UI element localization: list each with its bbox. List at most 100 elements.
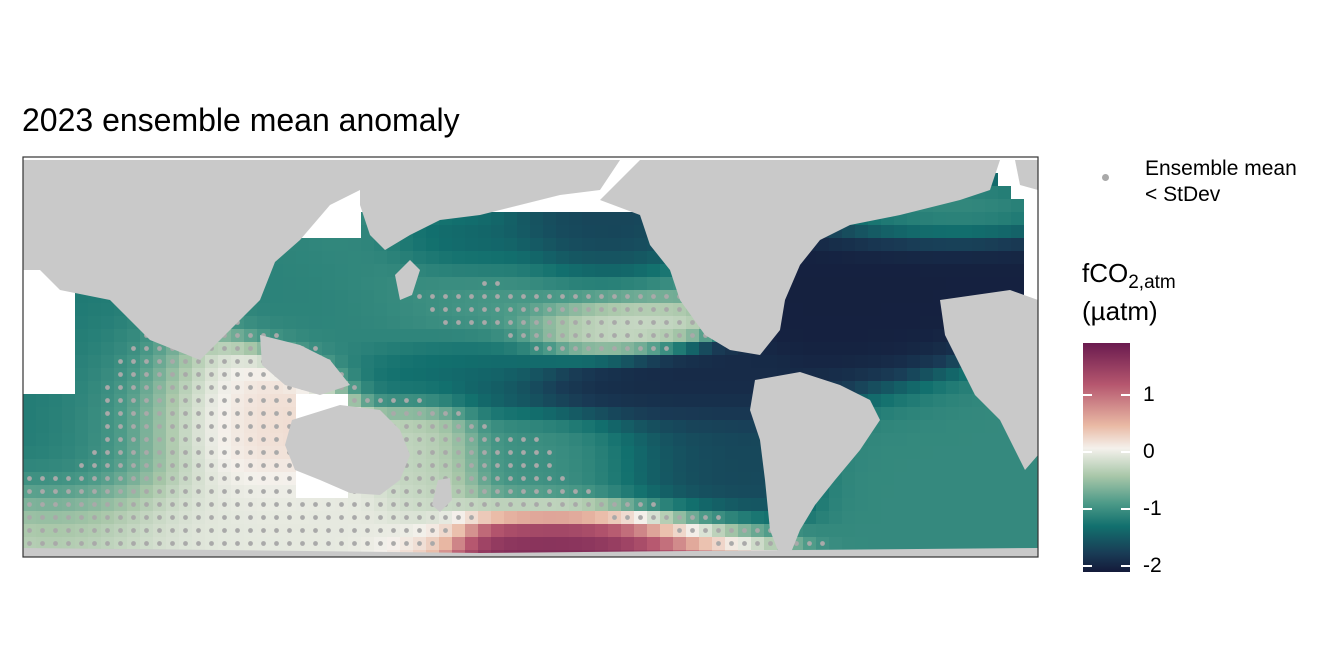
stdev-dot (638, 515, 643, 520)
anomaly-cell (634, 407, 647, 420)
anomaly-cell (972, 446, 985, 459)
anomaly-cell (959, 225, 972, 238)
stdev-dot (248, 541, 253, 546)
stdev-dot (599, 502, 604, 507)
anomaly-cell (686, 446, 699, 459)
anomaly-cell (972, 407, 985, 420)
anomaly-cell (673, 537, 686, 550)
anomaly-cell (855, 251, 868, 264)
stdev-dot (417, 541, 422, 546)
anomaly-cell (296, 303, 309, 316)
anomaly-cell (738, 407, 751, 420)
anomaly-cell (881, 277, 894, 290)
anomaly-cell (933, 342, 946, 355)
anomaly-cell (88, 342, 101, 355)
anomaly-cell (933, 277, 946, 290)
anomaly-cell (985, 524, 998, 537)
stdev-dot (365, 515, 370, 520)
anomaly-cell (270, 277, 283, 290)
anomaly-cell (400, 355, 413, 368)
anomaly-cell (309, 290, 322, 303)
stdev-dot (430, 411, 435, 416)
anomaly-cell (842, 511, 855, 524)
anomaly-cell (686, 407, 699, 420)
stdev-dot (456, 463, 461, 468)
anomaly-cell (517, 420, 530, 433)
stdev-dot (248, 502, 253, 507)
anomaly-cell (400, 316, 413, 329)
stdev-dot (183, 437, 188, 442)
stdev-dot (287, 398, 292, 403)
anomaly-cell (647, 251, 660, 264)
anomaly-cell (894, 225, 907, 238)
anomaly-cell (478, 342, 491, 355)
anomaly-cell (36, 420, 49, 433)
anomaly-cell (907, 394, 920, 407)
stdev-dot (118, 385, 123, 390)
stdev-dot (443, 450, 448, 455)
anomaly-cell (361, 381, 374, 394)
anomaly-cell (569, 277, 582, 290)
anomaly-cell (413, 342, 426, 355)
stdev-dot (222, 528, 227, 533)
stdev-dot (469, 450, 474, 455)
anomaly-cell (452, 277, 465, 290)
stdev-dot (105, 541, 110, 546)
anomaly-cell (556, 277, 569, 290)
stdev-dot (157, 476, 162, 481)
anomaly-cell (907, 212, 920, 225)
anomaly-cell (855, 485, 868, 498)
anomaly-cell (465, 381, 478, 394)
anomaly-cell (335, 290, 348, 303)
anomaly-cell (75, 394, 88, 407)
anomaly-cell (439, 394, 452, 407)
anomaly-cell (959, 459, 972, 472)
stdev-dot (690, 528, 695, 533)
anomaly-cell (998, 511, 1011, 524)
anomaly-cell (829, 355, 842, 368)
anomaly-cell (634, 485, 647, 498)
anomaly-cell (88, 407, 101, 420)
anomaly-cell (88, 316, 101, 329)
anomaly-cell (413, 251, 426, 264)
anomaly-cell (907, 238, 920, 251)
stdev-dot (482, 502, 487, 507)
stdev-dot (196, 541, 201, 546)
anomaly-cell (933, 446, 946, 459)
anomaly-cell (686, 433, 699, 446)
stdev-dot (586, 502, 591, 507)
anomaly-cell (88, 329, 101, 342)
stdev-dot (235, 463, 240, 468)
anomaly-cell (374, 251, 387, 264)
stdev-dot (27, 541, 32, 546)
stdev-dot (157, 437, 162, 442)
anomaly-cell (556, 381, 569, 394)
anomaly-cell (49, 433, 62, 446)
anomaly-cell (244, 316, 257, 329)
stdev-dot (469, 424, 474, 429)
stdev-dot (261, 489, 266, 494)
anomaly-cell (686, 472, 699, 485)
stdev-dot (573, 502, 578, 507)
anomaly-cell (712, 420, 725, 433)
anomaly-cell (582, 537, 595, 550)
stdev-dot (560, 489, 565, 494)
anomaly-cell (907, 472, 920, 485)
anomaly-cell (88, 394, 101, 407)
stdev-dot (131, 476, 136, 481)
stdev-dot (365, 541, 370, 546)
anomaly-cell (582, 446, 595, 459)
anomaly-cell (62, 446, 75, 459)
stdev-dot (508, 333, 513, 338)
anomaly-cell (842, 329, 855, 342)
stdev-dot (417, 528, 422, 533)
anomaly-cell (803, 290, 816, 303)
anomaly-cell (517, 537, 530, 550)
anomaly-cell (556, 459, 569, 472)
anomaly-cell (400, 238, 413, 251)
anomaly-cell (569, 238, 582, 251)
stdev-dot (612, 333, 617, 338)
anomaly-cell (283, 329, 296, 342)
stdev-dot (170, 450, 175, 455)
